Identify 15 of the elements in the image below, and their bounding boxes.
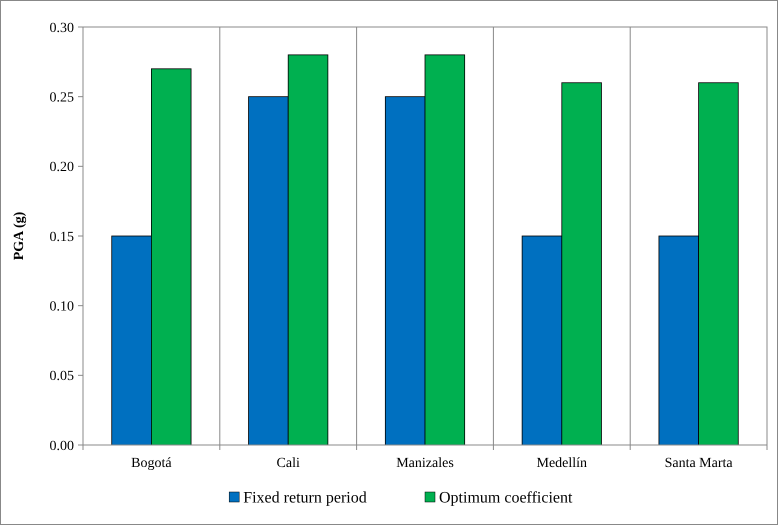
x-tick-label: Bogotá: [131, 456, 172, 471]
y-tick-label: 0.00: [50, 438, 74, 454]
x-tick-label: Santa Marta: [664, 456, 734, 471]
y-tick-label: 0.10: [50, 300, 74, 315]
y-tick-label: 0.20: [50, 160, 74, 176]
x-tick-label: Manizales: [396, 456, 454, 471]
y-tick-label: 0.15: [50, 230, 74, 245]
y-tick-label: 0.25: [50, 90, 74, 106]
y-tick-label: 0.05: [50, 369, 74, 384]
y-axis-title: PGA (g): [12, 211, 27, 260]
legend-label: Fixed return period: [243, 490, 367, 507]
x-tick-label: Medellín: [536, 456, 588, 471]
x-tick-label: Cali: [276, 456, 300, 471]
y-tick-label: 0.30: [50, 20, 74, 36]
legend-label: Optimum coefficient: [439, 490, 573, 507]
